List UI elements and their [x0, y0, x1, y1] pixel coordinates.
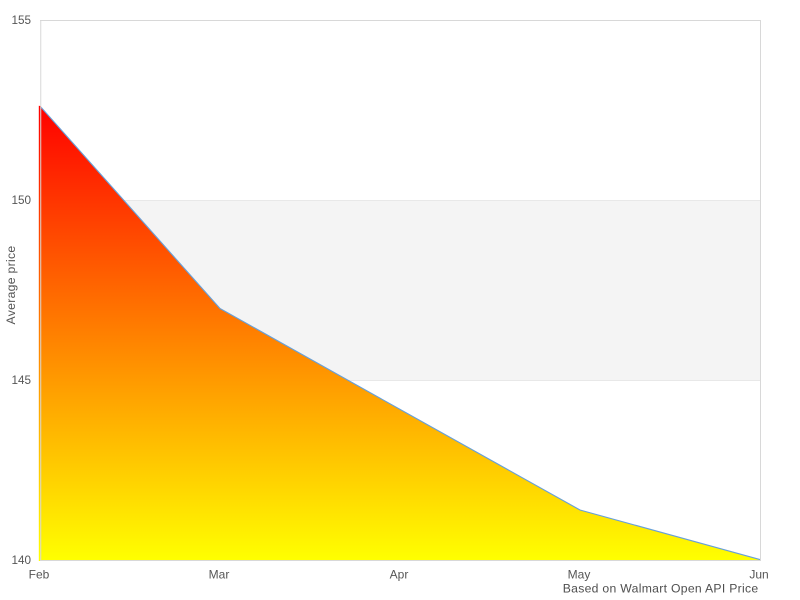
- svg-text:150: 150: [11, 194, 31, 207]
- svg-text:145: 145: [11, 374, 31, 387]
- svg-text:Apr: Apr: [390, 568, 409, 582]
- svg-text:Based on Walmart Open API Pric: Based on Walmart Open API Price: [563, 582, 759, 596]
- svg-text:May: May: [568, 568, 591, 582]
- svg-text:140: 140: [11, 554, 31, 567]
- svg-text:Feb: Feb: [29, 568, 50, 582]
- svg-text:Mar: Mar: [209, 568, 230, 582]
- svg-text:155: 155: [11, 14, 31, 27]
- svg-text:Jun: Jun: [749, 568, 768, 582]
- svg-text:Average price: Average price: [4, 246, 18, 325]
